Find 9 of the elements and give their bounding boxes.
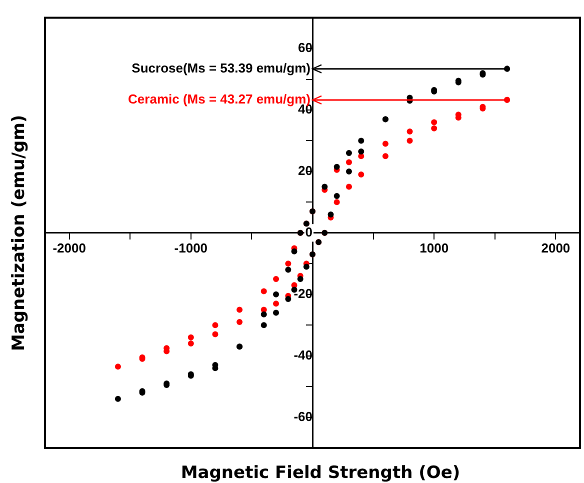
y-tick-label: 0 (305, 224, 312, 240)
x-tick-label: -1000 (174, 240, 208, 256)
x-tick-label: -2000 (52, 240, 86, 256)
y-tick-label: -60 (294, 408, 312, 424)
x-axis-title: Magnetic Field Strength (Oe) (180, 463, 460, 483)
ref-line-label: Sucrose(Ms = 53.39 emu/gm) (132, 60, 310, 76)
x-tick-label: 2000 (541, 240, 570, 256)
y-axis-title: Magnetization (emu/gm) (9, 114, 29, 351)
x-tick-label: 1000 (420, 240, 449, 256)
